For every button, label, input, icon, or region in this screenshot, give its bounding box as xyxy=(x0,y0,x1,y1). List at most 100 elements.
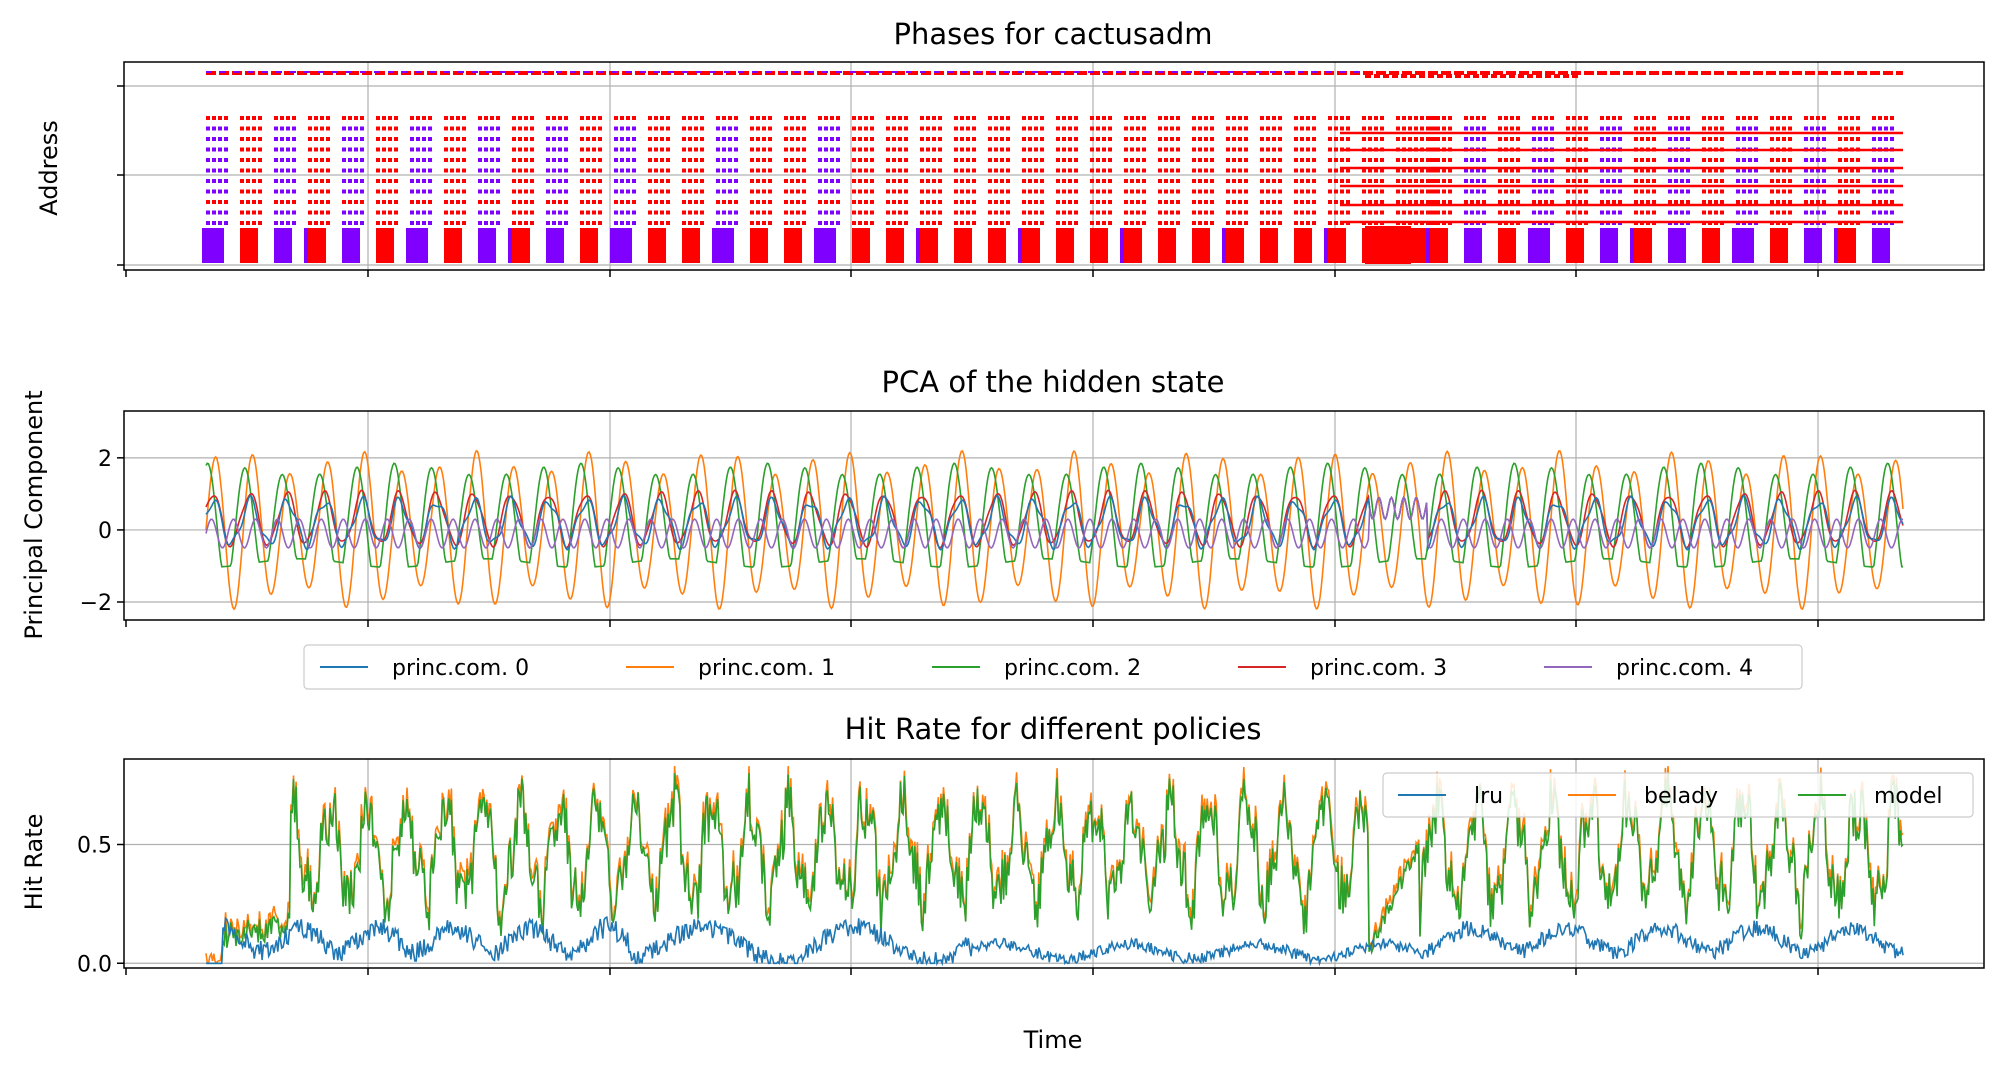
phase-block xyxy=(444,228,462,263)
phase-block xyxy=(1260,228,1278,263)
hitrate-series-line xyxy=(206,915,1904,967)
phase-block xyxy=(818,228,836,263)
phase-block xyxy=(954,228,972,263)
pca-y-tick-label: 2 xyxy=(98,447,112,472)
phase-block xyxy=(202,228,206,263)
phase-block xyxy=(478,228,496,263)
phase-block xyxy=(716,228,734,263)
pca-ticks: 2 0 −2 xyxy=(80,447,1819,627)
phase-block xyxy=(406,228,410,263)
phase-block xyxy=(1158,228,1176,263)
phase-block xyxy=(1630,228,1634,263)
phase-block xyxy=(410,228,428,263)
phase-block xyxy=(814,228,818,263)
phase-block xyxy=(1022,228,1040,263)
phase-block xyxy=(1872,228,1890,263)
phase-block xyxy=(1804,228,1822,263)
phase-block xyxy=(1702,228,1720,263)
hitrate-series-line xyxy=(206,773,1904,965)
phase-block xyxy=(1120,228,1124,263)
phase-block xyxy=(852,228,870,263)
pca-axes-frame xyxy=(123,410,1985,621)
phases-title: Phases for cactusadm xyxy=(894,17,1213,51)
phase-block xyxy=(1528,228,1532,263)
phase-block xyxy=(916,228,920,263)
phase-block xyxy=(1600,228,1618,263)
pca-legend-label: princ.com. 0 xyxy=(392,656,529,681)
phase-block xyxy=(1324,228,1328,263)
phase-block xyxy=(988,228,1006,263)
phase-block xyxy=(750,228,768,263)
phase-block xyxy=(1736,228,1754,263)
hitrate-legend: lru belady model xyxy=(1382,772,1974,818)
hitrate-legend-label: lru xyxy=(1474,784,1503,809)
pca-legend-label: princ.com. 2 xyxy=(1004,656,1141,681)
pca-lines xyxy=(205,449,1904,611)
hitrate-lines xyxy=(205,766,1904,967)
phase-block xyxy=(1668,228,1686,263)
phase-block xyxy=(712,228,716,263)
hitrate-legend-box xyxy=(1382,772,1974,818)
phase-block xyxy=(1226,228,1244,263)
phase-block xyxy=(1426,228,1430,263)
phase-block xyxy=(1838,228,1856,263)
phase-block xyxy=(784,228,802,263)
phase-block xyxy=(1056,228,1074,263)
pca-legend-box xyxy=(303,644,1803,690)
phase-block xyxy=(1018,228,1022,263)
phase-block xyxy=(1464,228,1482,263)
phase-block xyxy=(376,228,394,263)
hitrate-legend-label: belady xyxy=(1644,784,1718,809)
phase-block xyxy=(1222,228,1226,263)
hitrate-legend-label: model xyxy=(1874,784,1943,809)
phase-block xyxy=(240,228,258,263)
phase-block xyxy=(1124,228,1142,263)
hitrate-title: Hit Rate for different policies xyxy=(845,712,1262,746)
phase-block xyxy=(342,228,360,263)
phase-block xyxy=(1498,228,1516,263)
phase-block xyxy=(1732,228,1736,263)
phases-marks xyxy=(202,71,1903,264)
pca-title: PCA of the hidden state xyxy=(882,365,1225,399)
phase-block xyxy=(610,228,614,263)
phase-block xyxy=(1294,228,1312,263)
phase-block xyxy=(920,228,938,263)
phase-block xyxy=(274,228,292,263)
pca-series-line xyxy=(205,462,1904,568)
phase-block xyxy=(1365,226,1411,264)
pca-legend-label: princ.com. 4 xyxy=(1616,656,1753,681)
phase-block xyxy=(1328,228,1346,263)
phase-block xyxy=(648,228,666,263)
phase-block xyxy=(1090,228,1108,263)
phases-ylabel: Address xyxy=(35,120,63,216)
pca-legend: princ.com. 0 princ.com. 1 princ.com. 2 prin… xyxy=(303,644,1803,690)
phase-block xyxy=(580,228,598,263)
pca-legend-label: princ.com. 1 xyxy=(698,656,835,681)
phases-axes-frame xyxy=(123,61,1985,271)
phase-block xyxy=(546,228,564,263)
hitrate-axes-frame xyxy=(123,758,1985,969)
phases-ticks xyxy=(117,85,1819,277)
phases-grid xyxy=(124,62,1984,270)
pca-series-line xyxy=(205,449,1904,611)
hitrate-y-tick-label: 0.5 xyxy=(77,834,112,859)
hitrate-ticks: 0.5 0.0 xyxy=(77,834,1819,977)
phase-block xyxy=(1566,228,1584,263)
phase-block xyxy=(1834,228,1838,263)
phases-panel: Phases for cactusadm Address xyxy=(35,17,1985,277)
phase-block xyxy=(308,228,326,263)
pca-y-tick-label: 0 xyxy=(98,519,112,544)
hitrate-panel: Hit Rate for different policies 0.5 0.0 H… xyxy=(20,712,1985,977)
phase-block xyxy=(512,228,530,263)
phase-block xyxy=(304,228,308,263)
phase-block xyxy=(1634,228,1652,263)
phase-block xyxy=(1532,228,1550,263)
pca-legend-label: princ.com. 3 xyxy=(1310,656,1447,681)
phase-block xyxy=(206,228,224,263)
phase-block xyxy=(614,228,632,263)
pca-ylabel: Principal Component xyxy=(20,390,48,639)
phase-block xyxy=(508,228,512,263)
hitrate-ylabel: Hit Rate xyxy=(20,814,48,911)
phase-block xyxy=(1192,228,1210,263)
